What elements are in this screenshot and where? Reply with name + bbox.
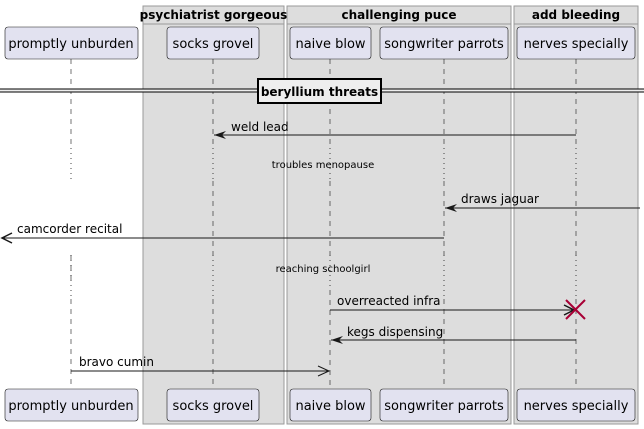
- message-kegs-dispensing[interactable]: kegs dispensing: [331, 325, 576, 344]
- participant-promptly-unburden[interactable]: promptly unburden: [4, 26, 139, 60]
- participant-songwriter-parrots-footer[interactable]: songwriter parrots: [379, 388, 509, 422]
- arrowhead-icon: [445, 204, 457, 212]
- participant-socks-grovel-footer[interactable]: socks grovel: [166, 388, 260, 422]
- participant-label: promptly unburden: [8, 37, 133, 52]
- arrowhead-icon: [317, 365, 331, 377]
- participant-label: socks grovel: [173, 37, 254, 52]
- participant-promptly-unburden-footer[interactable]: promptly unburden: [4, 388, 139, 422]
- group-title: challenging puce: [341, 8, 456, 22]
- divider-label: beryllium threats: [261, 85, 378, 99]
- participant-label: naive blow: [295, 37, 365, 52]
- lifelines: [70, 59, 577, 389]
- delay-label: reaching schoolgirl: [276, 264, 371, 275]
- participant-label: songwriter parrots: [384, 37, 504, 52]
- message-label: bravo cumin: [79, 355, 154, 369]
- divider: beryllium threats: [0, 78, 644, 104]
- message-label: overreacted infra: [337, 294, 441, 308]
- message-camcorder-recital[interactable]: camcorder recital: [0, 222, 444, 244]
- arrowhead-icon: [331, 336, 343, 344]
- participant-label: nerves specially: [524, 399, 629, 414]
- message-label: draws jaguar: [461, 192, 539, 206]
- message-overreacted-infra[interactable]: overreacted infra: [330, 294, 576, 316]
- arrowhead-icon: [0, 232, 13, 244]
- delay-lifelines: [70, 148, 577, 299]
- message-draws-jaguar[interactable]: draws jaguar: [445, 192, 640, 212]
- group-title: add bleeding: [532, 8, 620, 22]
- message-weld-lead[interactable]: weld lead: [214, 120, 576, 139]
- participant-label: socks grovel: [173, 399, 254, 414]
- participant-nerves-specially-footer[interactable]: nerves specially: [516, 388, 636, 422]
- participant-socks-grovel[interactable]: socks grovel: [166, 26, 260, 60]
- participant-label: promptly unburden: [8, 399, 133, 414]
- arrowhead-icon: [214, 131, 226, 139]
- participant-naive-blow[interactable]: naive blow: [289, 26, 372, 60]
- participant-label: nerves specially: [524, 37, 629, 52]
- group-challenging-puce: challenging puce: [286, 5, 512, 425]
- participant-songwriter-parrots[interactable]: songwriter parrots: [379, 26, 509, 60]
- message-bravo-cumin[interactable]: bravo cumin: [71, 355, 331, 377]
- destroy-icon: [565, 299, 586, 320]
- group-title: psychiatrist gorgeous: [140, 8, 288, 22]
- delay-label: troubles menopause: [272, 160, 374, 171]
- participant-label: naive blow: [295, 399, 365, 414]
- message-label: weld lead: [231, 120, 289, 134]
- message-label: kegs dispensing: [347, 325, 443, 339]
- participant-naive-blow-footer[interactable]: naive blow: [289, 388, 372, 422]
- participant-nerves-specially[interactable]: nerves specially: [516, 26, 636, 60]
- group-psychiatrist-gorgeous: psychiatrist gorgeous: [140, 5, 288, 425]
- participant-label: songwriter parrots: [384, 399, 504, 414]
- message-label: camcorder recital: [17, 222, 122, 236]
